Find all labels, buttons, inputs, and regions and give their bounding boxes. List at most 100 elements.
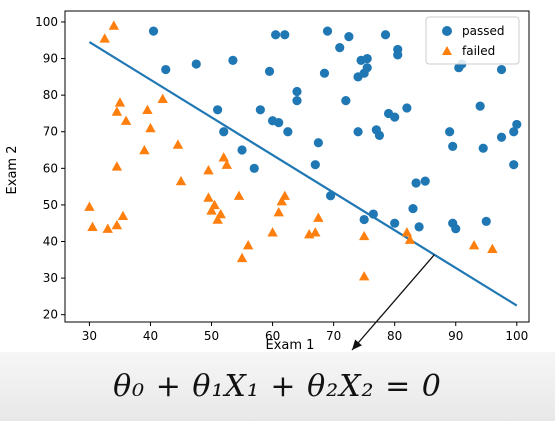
point-failed [242,239,254,250]
y-tick-label: 20 [43,308,58,322]
point-failed [313,212,324,222]
point-failed [209,199,220,210]
point-passed [481,216,491,226]
point-passed [280,30,290,40]
y-tick-label: 40 [43,235,58,249]
point-failed [358,230,370,241]
point-passed [374,130,385,140]
point-passed [448,141,458,151]
point-passed [335,42,345,53]
y-tick-label: 70 [43,125,58,139]
point-failed [233,190,245,200]
point-failed [111,161,123,171]
point-failed [267,227,278,237]
axes-frame [64,10,530,323]
point-failed [215,208,226,219]
point-passed [509,127,519,137]
point-failed [172,139,184,149]
point-failed [145,122,156,133]
point-passed [478,143,488,153]
point-passed [148,26,159,36]
scatter-chart: 30 40 50 60 70 80 90 100 20 30 40 50 60 70 80 90 100 Exa… [5,10,530,352]
point-passed [271,30,281,40]
point-failed [279,190,290,200]
point-passed [420,176,430,186]
x-tick-label: 50 [204,329,219,343]
point-passed [368,209,378,219]
point-passed [390,112,400,122]
point-passed [228,55,238,65]
y-tick-label: 80 [43,88,58,102]
point-passed [161,64,171,75]
point-passed [283,127,293,137]
decision-boundary-line [88,41,518,307]
point-passed [274,117,284,128]
point-passed [402,103,412,113]
legend-label-passed: passed [462,24,504,38]
point-passed [411,178,421,188]
point-failed [206,205,217,215]
point-passed [319,68,330,78]
point-passed [344,32,354,42]
point-failed [139,144,150,155]
point-passed [264,66,275,76]
point-passed [362,63,372,73]
point-failed [487,243,498,253]
point-failed [87,221,98,232]
point-passed [219,127,229,137]
y-axis-label: Exam 2 [5,146,20,195]
point-passed [408,203,418,214]
point-failed [203,164,214,175]
point-failed [175,175,187,186]
point-passed [353,127,363,137]
point-passed [237,145,247,155]
point-failed [310,227,321,237]
equation-band: θ₀ + θ₁X₁ + θ₂X₂ = 0 [0,352,555,421]
point-passed [475,101,485,111]
point-passed [341,96,351,106]
point-passed [249,163,259,173]
point-failed [99,33,110,43]
annotation-arrow-line [351,254,435,351]
point-passed [359,214,369,225]
point-failed [468,239,480,250]
point-passed [380,30,391,40]
x-tick-label: 80 [387,329,402,343]
point-passed [255,105,265,115]
y-tick-label: 30 [43,271,58,285]
x-tick-label: 100 [505,329,528,343]
point-passed [414,222,424,232]
point-passed [390,218,400,228]
point-failed [203,192,214,202]
x-tick-label: 90 [448,329,463,343]
point-passed [310,160,320,170]
x-tick-label: 30 [82,329,97,343]
annotation-layer [351,254,435,351]
point-passed [213,105,223,115]
point-failed [221,159,232,169]
point-failed [142,104,153,114]
annotation-arrow-head [352,339,362,350]
y-tick-label: 50 [43,198,58,212]
point-failed [273,207,284,217]
x-tick-label: 70 [326,329,341,343]
point-failed [111,106,123,116]
point-passed [445,127,455,137]
x-axis-label: Exam 1 [266,338,315,352]
y-tick-label: 60 [43,161,58,175]
point-passed [393,50,403,60]
decision-boundary-equation: θ₀ + θ₁X₁ + θ₂X₂ = 0 [113,369,442,404]
point-failed [404,234,416,244]
point-failed [236,252,248,263]
point-failed [212,214,223,224]
point-failed [108,20,120,30]
point-passed [325,191,336,201]
point-failed [120,115,132,125]
x-tick-label: 60 [265,329,280,343]
point-passed [496,64,507,75]
point-passed [362,53,372,64]
point-failed [276,196,287,206]
point-passed [292,96,302,106]
point-failed [111,219,123,230]
